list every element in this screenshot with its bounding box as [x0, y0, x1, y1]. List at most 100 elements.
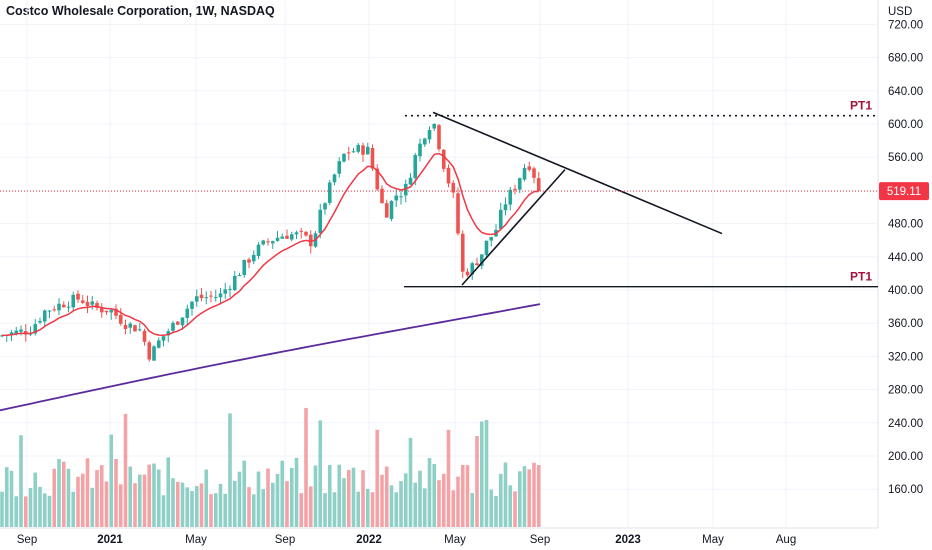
volume-bar: [494, 496, 498, 527]
candle-body: [327, 182, 332, 203]
volume-bar: [323, 493, 327, 527]
volume-bar: [261, 489, 266, 527]
volume-bar: [242, 460, 247, 527]
y-axis-unit: USD: [888, 6, 912, 18]
volume-bar: [489, 489, 494, 527]
candle-body: [365, 146, 370, 155]
candle-body: [99, 308, 104, 313]
y-tick-label: 320.00: [888, 351, 923, 363]
y-tick-label: 600.00: [888, 119, 923, 131]
volume-bar: [294, 457, 299, 527]
y-tick-label: 680.00: [888, 53, 923, 65]
volume-bar: [190, 491, 194, 527]
candle-body: [118, 314, 123, 324]
candle-body: [266, 241, 270, 243]
candle-body: [323, 203, 327, 210]
volume-bar: [171, 478, 175, 527]
volume-bar: [142, 474, 147, 527]
candle-body: [19, 329, 23, 332]
volume-bar: [114, 459, 118, 527]
volume-bar: [256, 471, 261, 527]
candle-body: [194, 296, 199, 302]
candle-body: [342, 153, 346, 162]
candle-body: [384, 203, 389, 218]
candle-body: [413, 155, 418, 179]
candle-body: [299, 230, 304, 232]
volume-bar: [517, 471, 522, 527]
volume-bar: [99, 465, 104, 527]
volume-bar: [446, 429, 451, 527]
candle-body: [109, 310, 114, 313]
volume-bar: [71, 491, 76, 527]
volume-bar: [180, 482, 185, 527]
candle-body: [498, 209, 503, 229]
candle-body: [133, 325, 137, 332]
y-tick-label: 200.00: [888, 451, 923, 463]
candle-body: [247, 259, 251, 263]
candle-body: [460, 233, 465, 272]
y-tick-label: 720.00: [888, 19, 923, 31]
y-tick-label: 280.00: [888, 385, 923, 397]
candle-body: [128, 323, 133, 328]
candle-body: [209, 295, 213, 297]
candle-body: [251, 254, 256, 262]
candle-body: [9, 332, 14, 336]
y-tick-label: 640.00: [888, 86, 923, 98]
candle-body: [370, 147, 375, 169]
candle-body: [484, 240, 489, 255]
volume-bar: [456, 476, 460, 527]
candle-body: [261, 240, 266, 245]
candle-body: [470, 263, 475, 275]
volume-bar: [337, 464, 342, 527]
y-tick-label: 440.00: [888, 252, 923, 264]
candle-body: [389, 200, 394, 219]
volume-bar: [237, 471, 242, 527]
y-tick-label: 240.00: [888, 418, 923, 430]
volume-bar: [304, 407, 308, 527]
volume-bar: [52, 468, 57, 527]
volume-bar: [527, 469, 532, 527]
volume-bar: [42, 493, 47, 527]
volume-bar: [251, 494, 256, 527]
volume-bar: [422, 488, 427, 527]
volume-bar: [285, 481, 289, 527]
volume-bar: [247, 487, 251, 527]
volume-bar: [318, 420, 323, 527]
candle-body: [451, 182, 456, 193]
volume-bar: [19, 435, 23, 527]
candle-body: [422, 138, 427, 145]
candle-body: [427, 129, 432, 140]
candle-body: [232, 276, 237, 290]
volume-bar: [532, 462, 536, 527]
volume-bar: [384, 466, 389, 527]
x-tick-label: Sep: [530, 534, 550, 546]
candle-body: [517, 178, 522, 190]
volume-bar: [389, 485, 394, 527]
volume-bar: [4, 467, 9, 527]
candle-body: [0, 335, 4, 337]
volume-bar: [375, 429, 380, 527]
volume-bar: [175, 481, 180, 527]
volume-bar: [503, 462, 508, 527]
candle-body: [503, 204, 508, 211]
volume-bar: [147, 464, 152, 527]
last-price-label: 519.11: [887, 186, 921, 198]
candle-body: [332, 174, 337, 183]
volume-bar: [9, 470, 14, 527]
y-tick-label: 160.00: [888, 484, 923, 496]
candle-body: [318, 209, 323, 233]
candle-body: [285, 235, 289, 239]
volume-bar: [342, 478, 346, 527]
volume-bar: [194, 485, 199, 527]
candle-body: [76, 293, 80, 300]
volume-bar: [38, 486, 42, 527]
volume-bar: [14, 496, 19, 527]
volume-bar: [299, 493, 304, 527]
candle-body: [361, 145, 365, 155]
ema-line: [1, 152, 539, 337]
x-tick-label: May: [444, 534, 466, 546]
volume-bar: [204, 469, 209, 527]
candle-body: [536, 178, 541, 192]
volume-bar: [232, 480, 237, 527]
